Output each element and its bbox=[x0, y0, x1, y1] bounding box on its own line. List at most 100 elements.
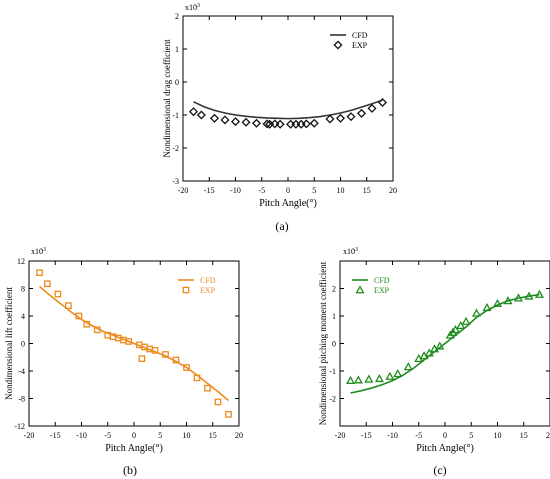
chart-a-series-exp-point bbox=[356, 108, 367, 118]
chart-a-series-exp-point bbox=[377, 97, 388, 107]
chart-c-legend-label-exp: EXP bbox=[374, 286, 390, 295]
chart-a-x-tick-label: 5 bbox=[312, 186, 316, 195]
chart-c-y-tick-label: 0 bbox=[332, 340, 336, 349]
chart-a-x-tick-label: -5 bbox=[258, 186, 265, 195]
chart-c-series-exp-point bbox=[345, 375, 356, 384]
panel-b-lift-chart: -20 -15 -10 -5 0 5 10 15 20 -12 -8 -4 0 4 8 12 x10-3 Pitc… bbox=[4, 247, 243, 454]
chart-b-y-tick-label: 4 bbox=[21, 312, 25, 321]
chart-c-series-exp-point bbox=[385, 371, 395, 380]
chart-b-series-exp-point bbox=[225, 410, 232, 418]
chart-c-series-exp-point bbox=[393, 369, 403, 378]
chart-c-x-tick-label: -5 bbox=[415, 431, 422, 440]
chart-c-y-axis-label: Nondimensional pitching moment coefficie… bbox=[318, 261, 328, 425]
chart-a-series-exp-point bbox=[309, 118, 319, 128]
chart-c-legend-label-cfd: CFD bbox=[374, 276, 390, 285]
chart-b-x-tick-label: 20 bbox=[235, 431, 243, 440]
chart-c-series-exp-point bbox=[450, 325, 461, 334]
chart-c-x-tick-label: 5 bbox=[469, 431, 473, 440]
chart-c-y-tick-label: -1 bbox=[329, 367, 336, 376]
chart-a-x-tick-label: 15 bbox=[363, 186, 371, 195]
chart-a-series-cfd-line bbox=[193, 99, 383, 120]
chart-c-series-exp-point bbox=[435, 341, 445, 350]
chart-b-y-tick-label: -8 bbox=[18, 395, 25, 404]
chart-c-series-exp-point bbox=[492, 298, 503, 307]
chart-a-y-tick-label: 0 bbox=[175, 78, 179, 87]
chart-c-y-multiplier-exponent: -3 bbox=[353, 247, 358, 253]
chart-b-x-tick-label: -20 bbox=[24, 431, 35, 440]
chart-b-y-tick-label: 0 bbox=[21, 340, 25, 349]
chart-c-x-tick-label: 0 bbox=[443, 431, 447, 440]
chart-c-series-exp-point bbox=[461, 316, 471, 325]
chart-b-series-exp-point bbox=[151, 347, 159, 354]
chart-b-x-axis-label: Pitch Angle(°) bbox=[105, 443, 163, 454]
chart-c-series-exp-point bbox=[403, 362, 413, 371]
panel-b-label: (b) bbox=[123, 463, 137, 477]
chart-b-series-exp-point bbox=[138, 355, 146, 362]
chart-b-y-tick-label: -4 bbox=[18, 367, 25, 376]
chart-c-series-exp-point bbox=[364, 374, 374, 383]
chart-c-series-exp-point bbox=[534, 289, 545, 298]
chart-b-series-exp-point bbox=[172, 356, 180, 364]
chart-a-y-tick-label: -1 bbox=[172, 111, 179, 120]
chart-a-y-axis-label: Nondimensional drag coefficient bbox=[162, 39, 172, 158]
chart-a-y-multiplier: x10 bbox=[185, 3, 197, 12]
chart-b-legend-swatch-exp bbox=[182, 286, 190, 294]
chart-b-x-tick-label: -15 bbox=[50, 431, 61, 440]
chart-a-series-exp-point bbox=[367, 103, 377, 113]
chart-b-series-exp-point bbox=[93, 326, 101, 334]
chart-a-x-tick-label: -20 bbox=[178, 186, 189, 195]
chart-a-series-exp-point bbox=[220, 115, 230, 125]
chart-c-series-exp-point bbox=[424, 348, 434, 357]
chart-b-series-exp-point bbox=[214, 398, 222, 406]
chart-c-x-axis-label: Pitch Angle(°) bbox=[416, 443, 474, 454]
chart-b-series-exp-point bbox=[204, 384, 211, 392]
chart-b-x-tick-label: 5 bbox=[158, 431, 162, 440]
chart-a-series-exp-point bbox=[230, 117, 241, 127]
chart-c-y-tick-label: 1 bbox=[332, 312, 336, 321]
chart-b-x-tick-label: 15 bbox=[209, 431, 217, 440]
chart-a-y-tick-label: 1 bbox=[175, 45, 179, 54]
chart-b-series-exp-point bbox=[54, 290, 62, 298]
chart-c-series-exp-point bbox=[471, 308, 482, 317]
chart-a-y-tick-label: 2 bbox=[175, 12, 179, 21]
chart-a-y-tick-label: -3 bbox=[172, 177, 179, 186]
chart-b-series-exp-point bbox=[75, 312, 83, 320]
chart-c-x-tick-label: -10 bbox=[387, 431, 398, 440]
chart-a-x-axis-label: Pitch Angle(°) bbox=[259, 198, 317, 209]
chart-c-x-tick-label: 15 bbox=[520, 431, 528, 440]
chart-c-series-exp-point bbox=[513, 293, 524, 302]
chart-a-series-exp-point bbox=[262, 119, 272, 129]
chart-c-series-exp-point bbox=[524, 291, 534, 300]
chart-c-x-tick-label: -15 bbox=[361, 431, 372, 440]
chart-b-series-exp-point bbox=[65, 302, 72, 310]
chart-a-series-exp-point bbox=[251, 118, 262, 128]
chart-a-x-tick-label: 10 bbox=[337, 186, 345, 195]
chart-a-x-tick-label: -15 bbox=[204, 186, 215, 195]
chart-a-series-exp-point bbox=[335, 113, 346, 123]
chart-b-y-multiplier-exponent: -3 bbox=[41, 247, 46, 253]
chart-b-y-axis-label: Nondimensional lift coefficient bbox=[4, 287, 14, 400]
chart-c-legend-swatch-exp bbox=[355, 285, 365, 294]
chart-b-series-exp-point bbox=[183, 364, 190, 371]
chart-a-series-exp-point bbox=[325, 114, 335, 124]
chart-a-y-tick-label: -2 bbox=[172, 144, 179, 153]
chart-c-x-tick-label: 20 bbox=[546, 431, 550, 440]
panel-c-label: (c) bbox=[433, 463, 446, 477]
chart-c-series-exp-point bbox=[482, 303, 492, 312]
chart-b-x-tick-label: 0 bbox=[132, 431, 136, 440]
chart-a-series-exp-point bbox=[188, 107, 199, 117]
chart-c-y-tick-label: 2 bbox=[332, 285, 336, 294]
chart-a-legend-label-cfd: CFD bbox=[352, 31, 368, 40]
chart-c-series-cfd-line bbox=[350, 293, 540, 394]
chart-b-legend-label-cfd: CFD bbox=[200, 276, 216, 285]
chart-b-series-exp-point bbox=[125, 338, 133, 345]
chart-b-y-multiplier: x10 bbox=[31, 247, 43, 256]
chart-b-x-tick-label: -10 bbox=[76, 431, 87, 440]
chart-b-x-tick-label: 10 bbox=[183, 431, 191, 440]
chart-c-series-exp-point bbox=[456, 320, 466, 329]
chart-a-series-exp-point bbox=[241, 117, 251, 127]
chart-c-y-multiplier: x10 bbox=[343, 247, 355, 256]
chart-b-legend-label-exp: EXP bbox=[200, 286, 216, 295]
